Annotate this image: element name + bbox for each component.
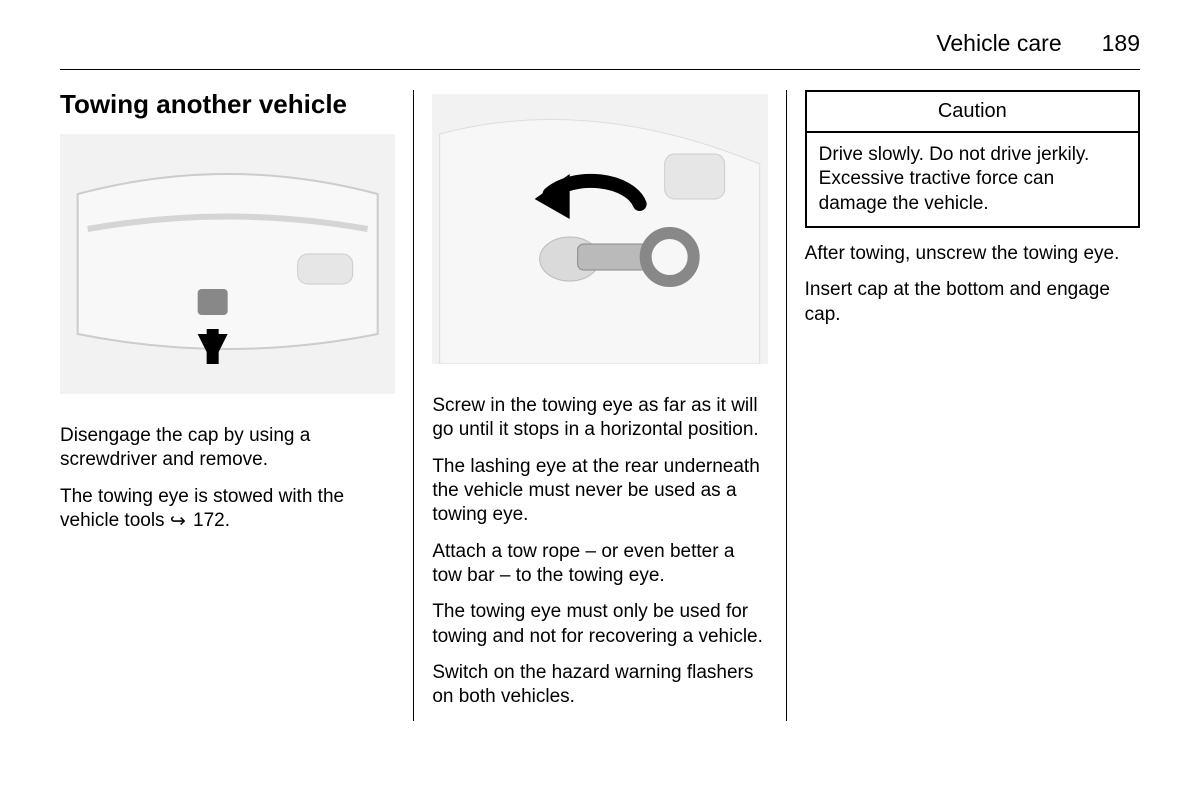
- column-1: Towing another vehicle D: [60, 90, 413, 721]
- content-columns: Towing another vehicle D: [60, 90, 1140, 721]
- col2-p1: Screw in the towing eye as far as it wil…: [432, 394, 767, 443]
- figure-towing-eye: [432, 94, 767, 364]
- col1-p1: Disengage the cap by using a screwdriver…: [60, 424, 395, 473]
- col3-p2: Insert cap at the bottom and engage cap.: [805, 278, 1140, 327]
- column-3: Caution Drive slowly. Do not drive jerki…: [786, 90, 1140, 721]
- caution-box: Caution Drive slowly. Do not drive jerki…: [805, 90, 1140, 228]
- caution-title: Caution: [807, 92, 1138, 133]
- page-number: 189: [1102, 30, 1140, 57]
- col2-p2: The lashing eye at the rear underneath t…: [432, 455, 767, 528]
- figure-bumper-cap: [60, 134, 395, 394]
- col1-p2-ref: 172.: [193, 510, 230, 531]
- col1-p2: The towing eye is stowed with the vehicl…: [60, 485, 395, 534]
- col2-p4: The towing eye must only be used for tow…: [432, 600, 767, 649]
- heading-towing: Towing another vehicle: [60, 90, 395, 120]
- section-name: Vehicle care: [936, 30, 1061, 57]
- caution-body: Drive slowly. Do not drive jerkily. Exce…: [807, 133, 1138, 226]
- page-header: Vehicle care 189: [60, 30, 1140, 70]
- col2-p5: Switch on the hazard warning flashers on…: [432, 661, 767, 710]
- page-reference-icon: ↪: [170, 510, 186, 534]
- column-2: Screw in the towing eye as far as it wil…: [413, 90, 785, 721]
- col3-p1: After towing, unscrew the towing eye.: [805, 242, 1140, 266]
- col2-p3: Attach a tow rope – or even better a tow…: [432, 540, 767, 589]
